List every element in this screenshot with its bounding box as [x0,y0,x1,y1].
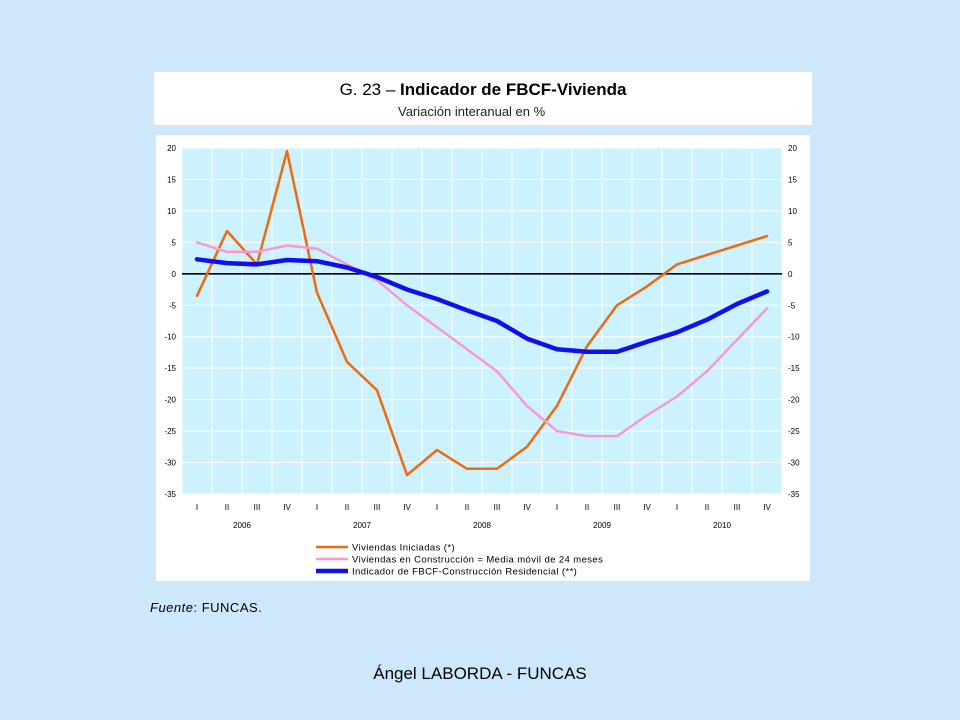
source-value: FUNCAS. [201,600,263,615]
y-tick-label-right: 0 [788,270,793,279]
y-tick-label-right: 5 [788,238,793,247]
x-tick-label: I [436,503,438,512]
y-tick-label-right: 20 [788,144,797,153]
y-tick-label-left: -30 [164,459,176,468]
chart-panel: 20 20 15 15 10 10 5 5 0 0 -5 -5 -10 -10 -15 -15 -20 -20 -2… [156,135,810,581]
y-tick-label-left: -35 [164,490,176,499]
x-tick-label: II [345,503,349,512]
y-tick-label-left: -10 [164,333,176,342]
series-line-3 [194,257,770,355]
line-chart: 20 20 15 15 10 10 5 5 0 0 -5 -5 -10 -10 -15 -15 -20 -20 -2… [164,144,800,578]
chart-title-prefix: G. 23 – [339,80,401,99]
y-tick-label-left: -20 [164,396,176,405]
series-line-2 [195,241,769,438]
y-tick-label-right: -35 [788,490,800,499]
y-tick-label-left: 20 [167,144,176,153]
x-tick-label: III [614,503,621,512]
source-label: Fuente [150,600,194,615]
x-tick-label: IV [643,503,651,512]
y-tick-label-right: 10 [788,207,797,216]
y-tick-label-left: 15 [167,175,176,184]
chart-title: G. 23 – Indicador de FBCF-Vivienda [154,80,812,100]
x-year-label: 2007 [353,521,371,530]
x-year-label: 2008 [473,521,491,530]
x-tick-label: I [196,503,198,512]
x-tick-label: IV [763,503,771,512]
y-tick-label-left: 10 [167,207,176,216]
y-tick-label-right: -25 [788,427,800,436]
x-tick-label: II [585,503,589,512]
y-tick-label-right: -30 [788,459,800,468]
chart-title-main: Indicador de FBCF-Vivienda [400,80,627,99]
legend-label-2: Viviendas en Construcción = Media móvil … [352,555,603,566]
x-tick-label: I [316,503,318,512]
x-tick-label: I [556,503,558,512]
x-tick-label: III [254,503,261,512]
x-tick-label: II [465,503,469,512]
y-tick-label-left: 0 [172,270,177,279]
y-tick-label-left: -5 [169,301,177,310]
y-tick-label-right: 15 [788,175,797,184]
y-tick-label-right: -10 [788,333,800,342]
x-tick-label: IV [403,503,411,512]
x-tick-label: III [494,503,501,512]
source-separator: : [193,600,202,615]
legend-label-3: Indicador de FBCF-Construcción Residenci… [352,567,577,578]
x-year-label: 2010 [713,521,731,530]
footer-author: Ángel LABORDA - FUNCAS [373,664,587,683]
x-tick-label: II [705,503,709,512]
y-tick-label-left: -25 [164,427,176,436]
x-year-label: 2006 [233,521,251,530]
x-year-label: 2009 [593,521,611,530]
series-line-1 [195,149,769,477]
y-tick-label-right: -15 [788,364,800,373]
x-tick-label: I [676,503,678,512]
chart-title-box: G. 23 – Indicador de FBCF-Vivienda Varia… [154,72,812,125]
x-tick-label: II [225,503,229,512]
y-tick-label-right: -5 [788,301,796,310]
y-tick-label-left: -15 [164,364,176,373]
y-tick-label-right: -20 [788,396,800,405]
x-tick-label: III [374,503,381,512]
x-tick-label: IV [283,503,291,512]
chart-subtitle: Variación interanual en % [398,104,546,119]
source-note: Fuente: FUNCAS. [150,600,262,615]
legend-label-1: Viviendas Iniciadas (*) [352,543,455,554]
x-tick-label: IV [523,503,531,512]
x-tick-label: III [734,503,741,512]
y-tick-label-left: 5 [172,238,177,247]
